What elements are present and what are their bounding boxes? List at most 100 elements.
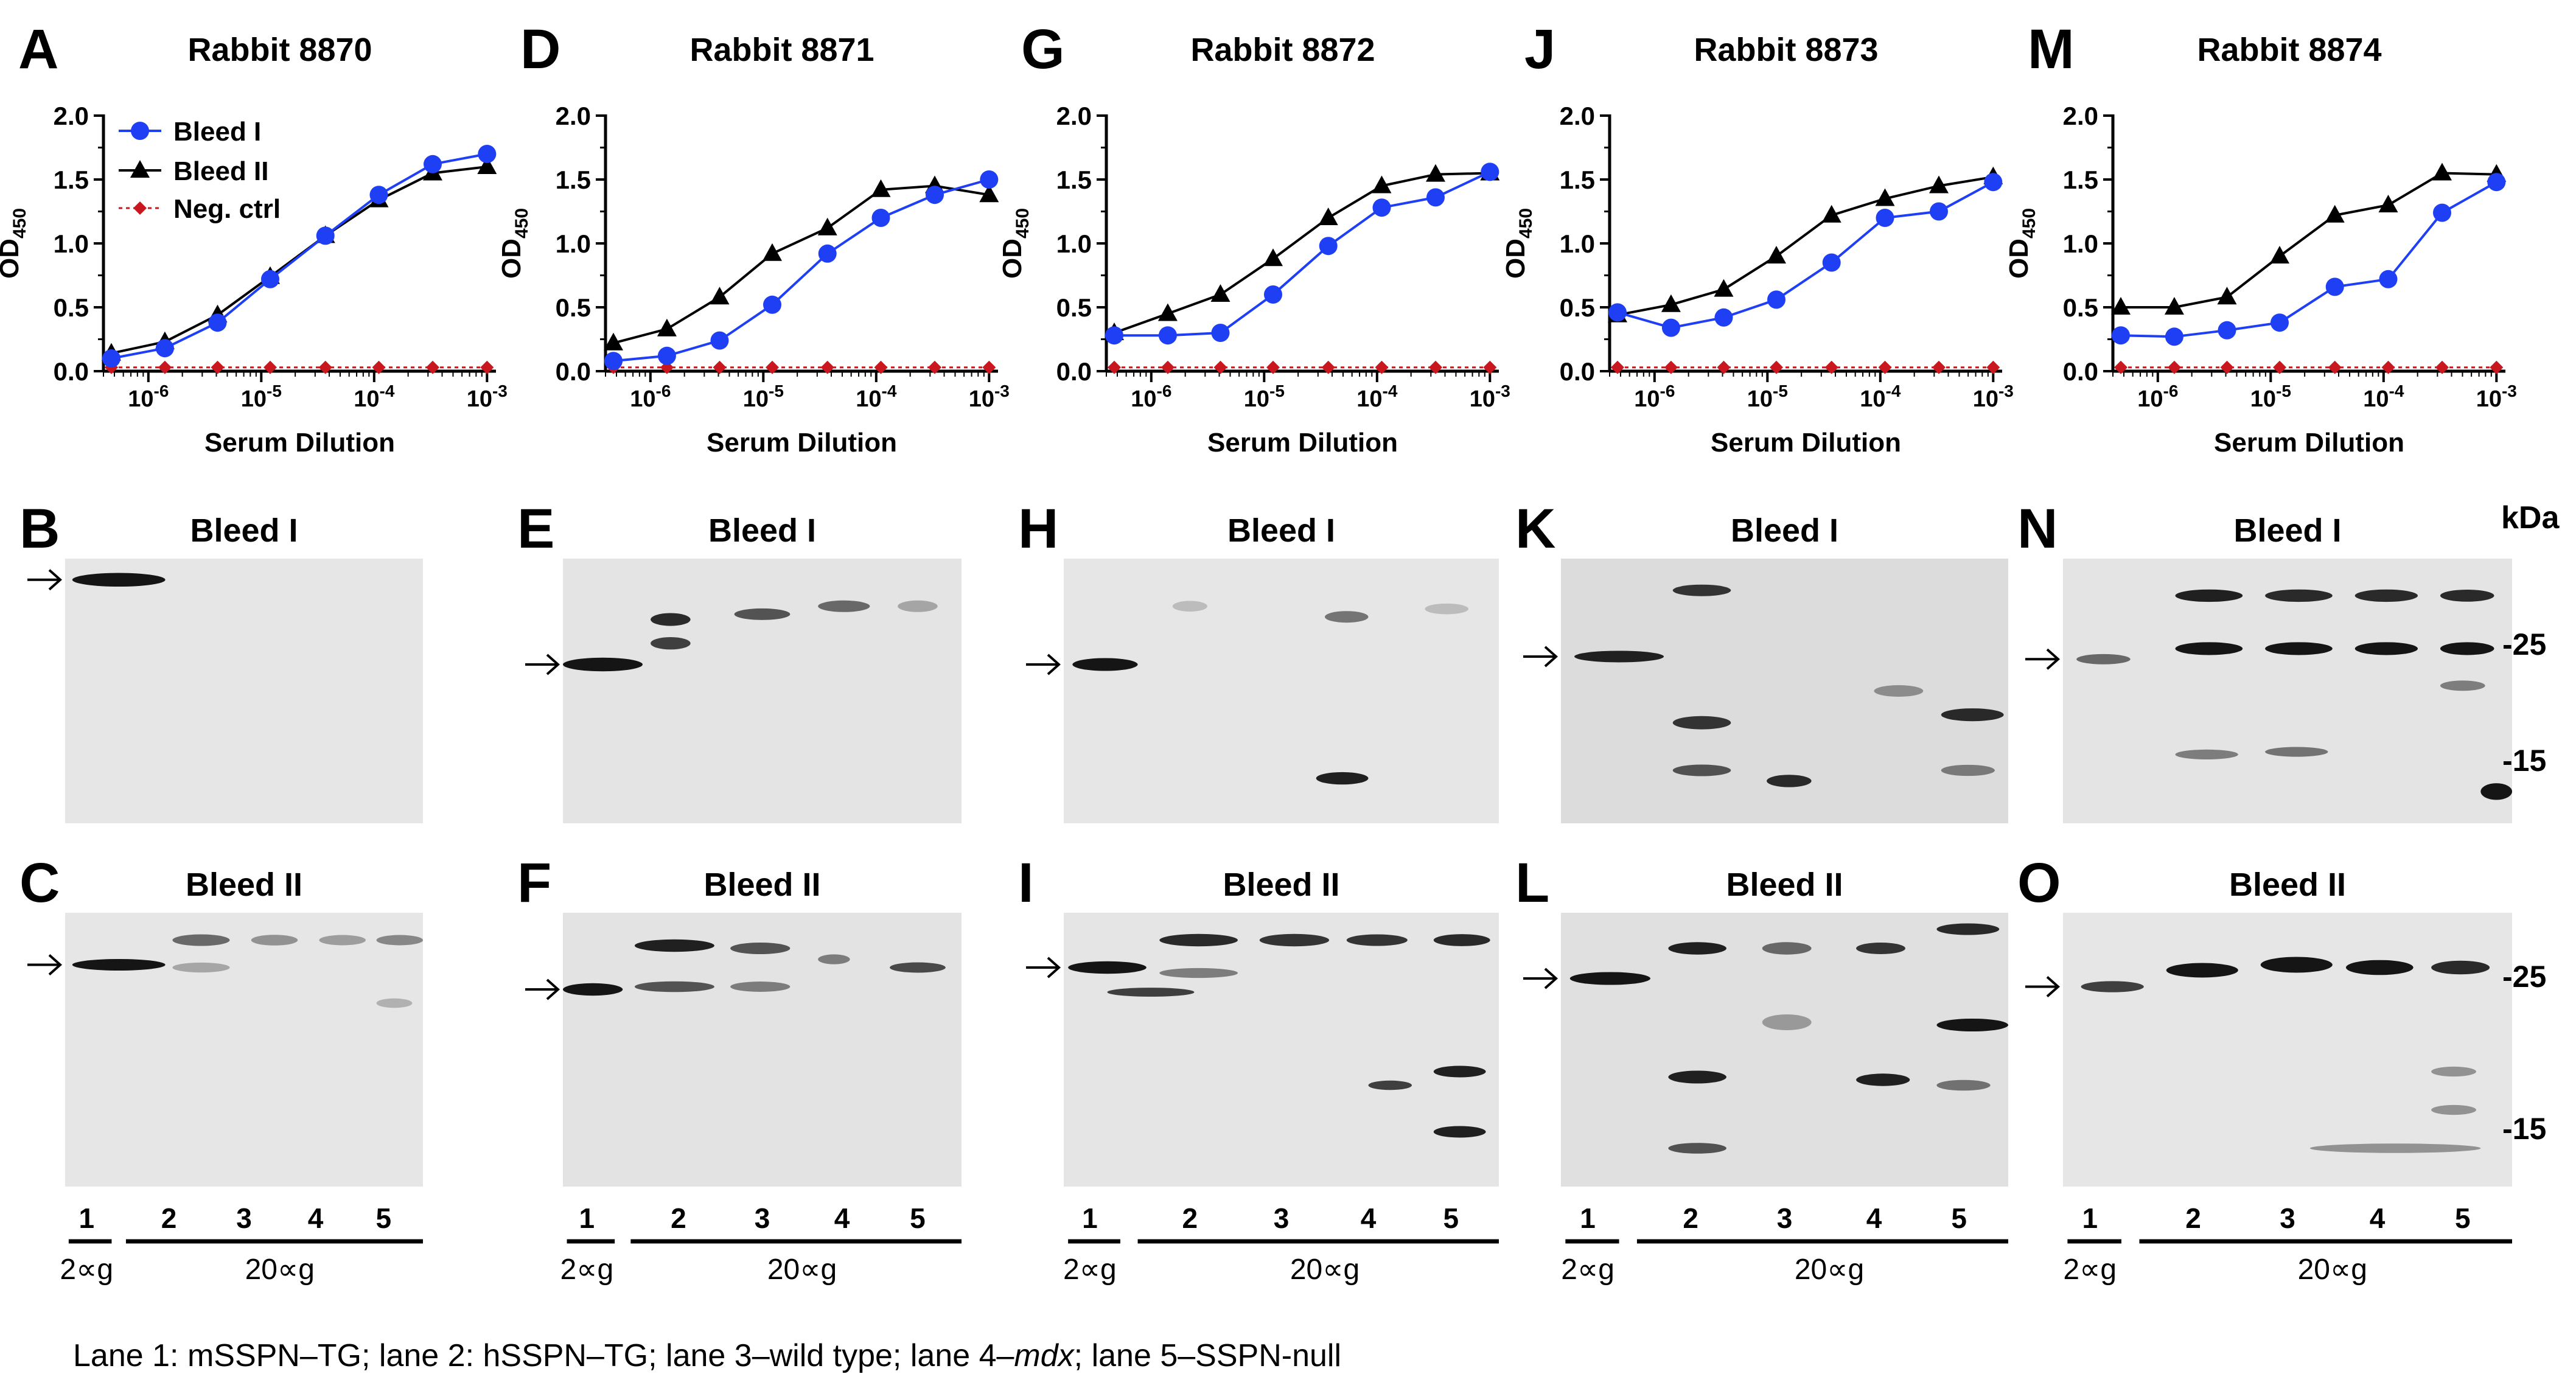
x-tick-label: 10-3 xyxy=(1973,382,2014,412)
protein-band xyxy=(890,962,946,973)
y-tick-label: 1.5 xyxy=(1056,166,1092,194)
data-point-neg-ctrl xyxy=(766,360,780,374)
data-point-neg-ctrl xyxy=(1107,360,1121,374)
data-point-bleed-2 xyxy=(2164,297,2184,315)
data-point-bleed-2 xyxy=(1821,204,1841,223)
protein-band xyxy=(651,637,691,650)
protein-band xyxy=(172,934,230,946)
blot-title: Bleed II xyxy=(703,867,820,903)
lane-number: 5 xyxy=(376,1202,392,1234)
data-point-bleed-2 xyxy=(1875,188,1895,206)
data-point-neg-ctrl xyxy=(1428,360,1442,374)
protein-band xyxy=(1316,772,1369,785)
data-point-neg-ctrl xyxy=(1610,360,1624,374)
data-point-bleed-1 xyxy=(1822,253,1841,272)
lane-labels-3: 1 2 3 4 5 2∝g 20∝g xyxy=(1063,1202,1499,1286)
protein-band xyxy=(1941,764,1995,776)
lane-number: 3 xyxy=(1777,1202,1793,1234)
lane-number: 4 xyxy=(1361,1202,1377,1234)
blot-membrane xyxy=(2063,559,2512,823)
protein-band xyxy=(1936,923,2000,935)
protein-band xyxy=(2175,749,2238,759)
series-line-bleed-ii xyxy=(613,184,990,344)
protein-band xyxy=(1668,1143,1726,1154)
data-point-bleed-1 xyxy=(1158,326,1177,345)
x-tick-exponent: -4 xyxy=(380,382,395,400)
x-tick-label: 10-4 xyxy=(2363,382,2404,412)
data-point-neg-ctrl xyxy=(927,360,941,374)
data-point-bleed-2 xyxy=(2432,162,2452,181)
lane-labels-5: 1 2 3 4 5 2∝g 20∝g xyxy=(2063,1202,2512,1286)
protein-band xyxy=(1072,658,1138,671)
arrow-head xyxy=(546,654,560,675)
protein-band xyxy=(818,600,870,612)
protein-band xyxy=(2440,590,2494,602)
blot-panel-I: I Bleed II xyxy=(1018,852,1499,1187)
lane-number: 5 xyxy=(1951,1202,1967,1234)
data-point-bleed-1 xyxy=(155,339,174,358)
data-point-neg-ctrl xyxy=(1161,360,1175,374)
blot-membrane xyxy=(563,559,962,823)
protein-band xyxy=(2265,642,2333,655)
blot-title: Bleed I xyxy=(2233,512,2341,549)
blot-panel-K: K Bleed I xyxy=(1515,498,2008,823)
data-point-bleed-1 xyxy=(1929,202,1948,221)
y-tick-label: 1.5 xyxy=(1560,166,1595,194)
chart-title: Rabbit 8870 xyxy=(187,32,372,68)
x-tick-label: 10-5 xyxy=(1244,382,1285,412)
blot-title: Bleed II xyxy=(1726,867,1843,903)
protein-band xyxy=(1107,988,1195,997)
arrow-head xyxy=(1047,654,1061,675)
protein-band xyxy=(2265,589,2333,602)
data-point-neg-ctrl xyxy=(211,360,225,374)
x-tick-exponent: -3 xyxy=(2502,382,2517,400)
lane-number: 4 xyxy=(2370,1202,2386,1234)
elisa-chart-J: J Rabbit 8873 0.0 0.5 1.0 1.5 2.0 10-6 10-5 10-4 1… xyxy=(1501,18,2014,458)
protein-band xyxy=(1574,650,1664,663)
data-point-bleed-1 xyxy=(102,349,120,368)
blot-panel-L: L Bleed II xyxy=(1515,852,2008,1187)
x-tick-label: 10-5 xyxy=(1747,382,1788,412)
data-point-bleed-1 xyxy=(2487,173,2506,192)
protein-band xyxy=(72,573,166,587)
data-point-neg-ctrl xyxy=(372,360,386,374)
blot-membrane xyxy=(563,913,962,1187)
lane-labels-2: 1 2 3 4 5 2∝g 20∝g xyxy=(560,1202,962,1286)
y-tick-label: 1.0 xyxy=(2063,229,2098,258)
lane-number: 5 xyxy=(2455,1202,2471,1234)
blot-membrane xyxy=(1561,913,2008,1187)
legend-marker-triangle xyxy=(130,160,150,178)
arrow-head xyxy=(48,954,63,975)
data-point-bleed-2 xyxy=(1425,164,1445,182)
data-point-neg-ctrl xyxy=(982,360,996,374)
protein-band xyxy=(1172,601,1207,612)
protein-band xyxy=(2431,960,2490,975)
data-point-neg-ctrl xyxy=(2167,360,2181,374)
protein-band xyxy=(2440,642,2494,655)
data-point-neg-ctrl xyxy=(480,360,494,374)
data-point-bleed-1 xyxy=(2111,326,2130,345)
x-tick-exponent: -6 xyxy=(2163,382,2179,400)
protein-band xyxy=(1433,934,1490,946)
legend-marker-circle xyxy=(131,122,149,140)
x-tick-exponent: -3 xyxy=(1998,382,2014,400)
lane-number: 5 xyxy=(910,1202,926,1234)
arrow-head xyxy=(48,569,63,591)
data-point-bleed-1 xyxy=(871,209,890,227)
panel-letter-C: C xyxy=(19,852,60,914)
x-tick-exponent: -4 xyxy=(1383,382,1398,400)
protein-band xyxy=(1569,972,1651,985)
data-point-bleed-1 xyxy=(478,145,497,163)
data-point-neg-ctrl xyxy=(1770,360,1784,374)
data-point-bleed-1 xyxy=(925,186,944,204)
marker-25-top: -25 xyxy=(2502,627,2546,661)
blot-panel-E: E Bleed I xyxy=(517,498,962,823)
x-tick-label: 10-3 xyxy=(467,382,508,412)
blot-membrane xyxy=(65,559,423,823)
protein-band xyxy=(634,981,714,992)
x-tick-label: 10-5 xyxy=(2250,382,2291,412)
x-tick-exponent: -5 xyxy=(1269,382,1285,400)
y-axis-label: OD450 xyxy=(997,208,1033,279)
panel-letter-F: F xyxy=(517,852,551,914)
blot-title: Bleed II xyxy=(2229,867,2346,903)
